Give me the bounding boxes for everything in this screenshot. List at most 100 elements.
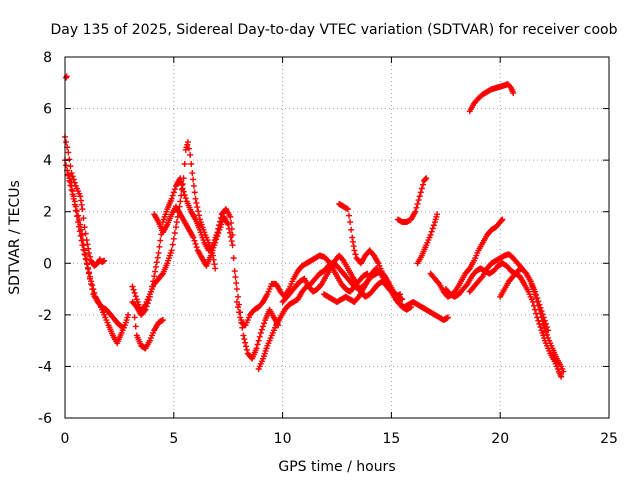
x-tick-label: 5: [169, 431, 178, 447]
data-point: [256, 333, 263, 340]
data-point: [558, 373, 565, 380]
data-point: [168, 247, 175, 254]
series-arc-7: [129, 175, 236, 318]
data-point: [347, 219, 354, 226]
data-point: [352, 251, 359, 258]
data-point: [351, 247, 358, 254]
data-point: [195, 208, 202, 215]
data-point: [169, 241, 176, 248]
data-point: [243, 346, 250, 353]
data-point: [190, 182, 197, 189]
data-point: [435, 279, 442, 286]
data-point: [240, 332, 247, 339]
data-point: [397, 291, 404, 298]
data-point: [229, 242, 236, 249]
x-tick-label: 10: [274, 431, 292, 447]
series-arc-15: [414, 211, 441, 267]
data-point: [72, 203, 79, 210]
data-point: [132, 293, 139, 300]
data-point: [212, 265, 219, 272]
data-point: [169, 192, 176, 199]
data-points: [62, 73, 567, 380]
data-point: [171, 229, 178, 236]
data-point: [416, 193, 423, 200]
series-arc-13: [320, 265, 414, 313]
data-point: [152, 263, 159, 270]
data-point: [88, 280, 95, 287]
data-point: [84, 261, 91, 268]
data-point: [67, 179, 74, 186]
data-point: [66, 156, 73, 163]
series-arc-19: [497, 265, 552, 334]
data-point: [63, 162, 70, 169]
data-point: [151, 273, 158, 280]
data-point: [189, 170, 196, 177]
data-point: [418, 185, 425, 192]
data-point: [231, 268, 238, 275]
data-point: [170, 189, 177, 196]
data-point: [81, 224, 88, 231]
data-point: [478, 274, 485, 281]
data-point: [241, 336, 248, 343]
data-point: [182, 195, 189, 202]
data-point: [407, 304, 414, 311]
data-point: [452, 287, 459, 294]
data-point: [147, 288, 154, 295]
data-point: [233, 298, 240, 305]
data-point: [536, 301, 543, 308]
data-point: [70, 193, 77, 200]
data-point: [536, 320, 543, 327]
data-point: [414, 200, 421, 207]
data-point: [85, 245, 92, 252]
data-point: [506, 83, 513, 90]
data-point: [227, 213, 234, 220]
data-point: [254, 341, 261, 348]
data-point: [191, 237, 198, 244]
data-point: [80, 215, 87, 222]
data-point: [155, 249, 162, 256]
data-point: [234, 304, 241, 311]
data-point: [191, 189, 198, 196]
data-point: [82, 230, 89, 237]
data-point: [168, 195, 175, 202]
data-point: [173, 219, 180, 226]
data-point: [542, 320, 549, 327]
data-point: [354, 295, 361, 302]
data-point: [184, 139, 191, 146]
data-point: [77, 193, 84, 200]
data-point: [180, 188, 187, 195]
data-point: [522, 269, 529, 276]
data-point: [228, 238, 235, 245]
series-arc-6: [131, 314, 166, 352]
series-arc-20: [466, 81, 517, 115]
y-tick-label: 4: [43, 153, 52, 169]
data-point: [68, 170, 75, 177]
data-point: [178, 182, 185, 189]
data-point: [79, 206, 86, 213]
data-point: [145, 297, 152, 304]
data-point: [344, 206, 351, 213]
series-arc-12: [336, 200, 404, 300]
y-tick-label: -2: [38, 308, 52, 324]
data-point: [211, 261, 218, 268]
data-point: [154, 254, 161, 261]
y-tick-label: -4: [38, 359, 52, 375]
data-point: [540, 314, 547, 321]
data-point: [348, 226, 355, 233]
data-point: [186, 145, 193, 152]
y-tick-label: 0: [43, 256, 52, 272]
data-point: [170, 235, 177, 242]
data-point: [129, 283, 136, 290]
data-point: [193, 199, 200, 206]
data-point: [152, 268, 159, 275]
series-arc-16: [427, 216, 506, 300]
tick-marks: [64, 56, 610, 419]
data-point: [230, 255, 237, 262]
data-point: [417, 189, 424, 196]
data-point: [499, 216, 506, 223]
data-point: [535, 298, 542, 305]
data-point: [125, 311, 132, 318]
data-point: [66, 175, 73, 182]
data-point: [543, 324, 550, 331]
data-point: [78, 201, 85, 208]
